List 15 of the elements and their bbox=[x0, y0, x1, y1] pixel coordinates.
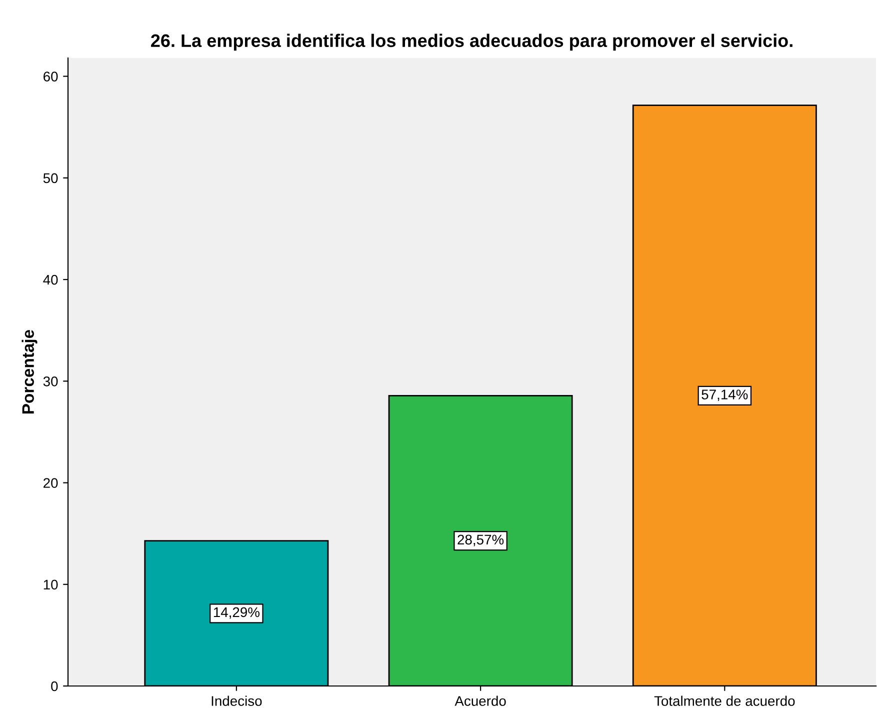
x-tick-label: Acuerdo bbox=[454, 696, 506, 706]
y-tick-label: 30 bbox=[43, 376, 58, 386]
data-label: 14,29% bbox=[214, 607, 260, 619]
y-tick-label: 20 bbox=[44, 478, 58, 488]
y-tick-label: 50 bbox=[43, 173, 58, 184]
x-tick-label: Indeciso bbox=[212, 696, 262, 706]
x-tick-label: Totalmente de acuerdo bbox=[654, 696, 795, 706]
y-tick-label: 0 bbox=[51, 681, 58, 692]
y-axis-title: Porcentaje bbox=[22, 330, 38, 414]
y-tick-label: 10 bbox=[44, 580, 58, 590]
data-label: 28,57% bbox=[458, 534, 504, 546]
chart-title: 26. La empresa identifica los medios adecuados para promover el servicio. bbox=[151, 34, 792, 51]
y-tick-label: 60 bbox=[44, 72, 58, 82]
data-label: 57,14% bbox=[702, 390, 748, 402]
y-tick-label: 40 bbox=[43, 274, 58, 285]
